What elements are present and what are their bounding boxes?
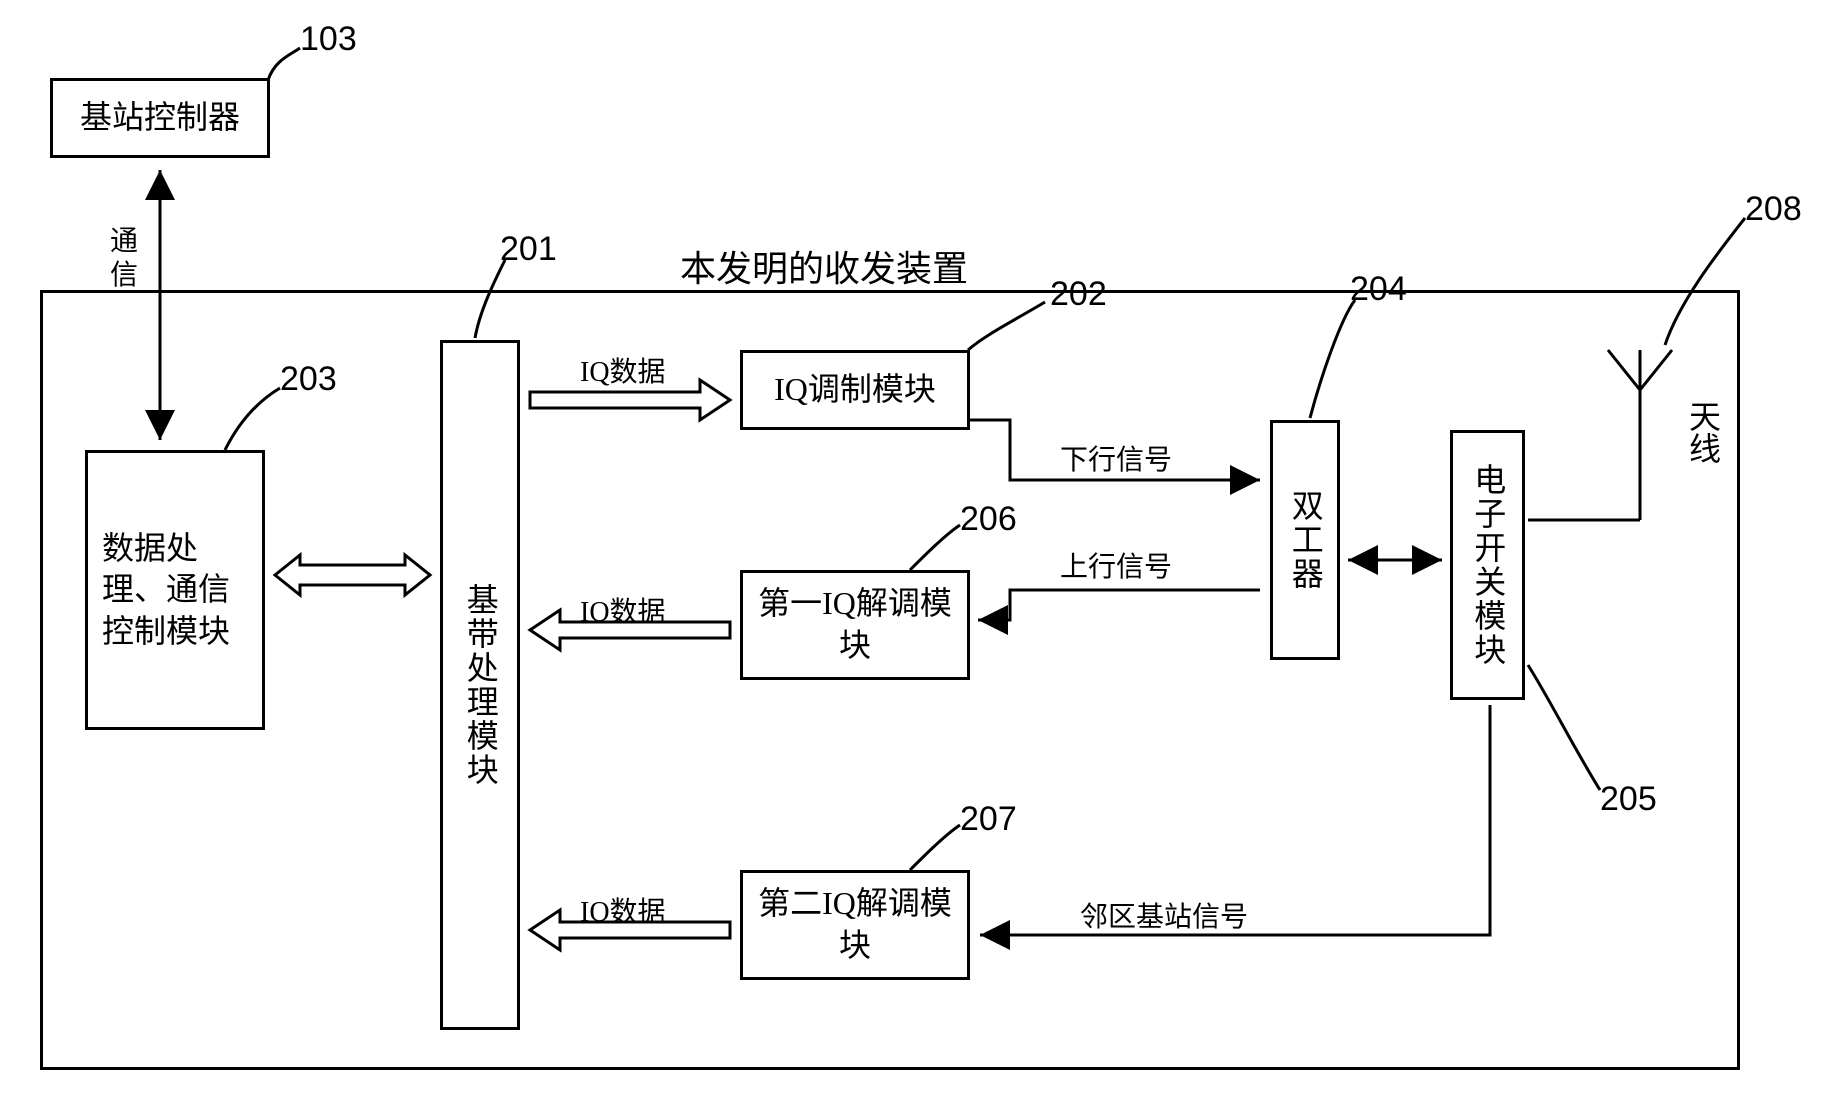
label-uplink: 上行信号 xyxy=(1060,545,1172,585)
label-iqdata-1: IQ数据 xyxy=(580,350,666,390)
ref-207: 207 xyxy=(960,800,1017,839)
label-iqdata-3: IQ数据 xyxy=(580,890,666,930)
label-antenna: 天线 xyxy=(1680,400,1726,464)
block-iqdemod2: 第二IQ解调模块 xyxy=(740,870,970,980)
block-eswitch: 电子开关模块 xyxy=(1450,430,1525,700)
ref-103: 103 xyxy=(300,20,357,59)
block-baseband: 基带处理模块 xyxy=(440,340,520,1030)
block-iqmod: IQ调制模块 xyxy=(740,350,970,430)
label-neighbour: 邻区基站信号 xyxy=(1080,895,1248,935)
label-iqdata-2: IQ数据 xyxy=(580,590,666,630)
block-dpc: 数据处理、通信控制模块 xyxy=(85,450,265,730)
ref-204: 204 xyxy=(1350,270,1407,309)
ref-208: 208 xyxy=(1745,190,1802,229)
block-bsc: 基站控制器 xyxy=(50,78,270,158)
ref-206: 206 xyxy=(960,500,1017,539)
ref-202: 202 xyxy=(1050,275,1107,314)
diagram-title: 本发明的收发装置 xyxy=(680,240,968,292)
block-iqdemod1: 第一IQ解调模块 xyxy=(740,570,970,680)
ref-201: 201 xyxy=(500,230,557,269)
label-downlink: 下行信号 xyxy=(1060,438,1172,478)
diagram-canvas: 本发明的收发装置 基站控制器 数据处理、通信控制模块 基带处理模块 IQ调制模块… xyxy=(0,0,1842,1109)
block-duplexer: 双工器 xyxy=(1270,420,1340,660)
ref-205: 205 xyxy=(1600,780,1657,819)
ref-203: 203 xyxy=(280,360,337,399)
label-comm: 通信 xyxy=(110,225,150,292)
